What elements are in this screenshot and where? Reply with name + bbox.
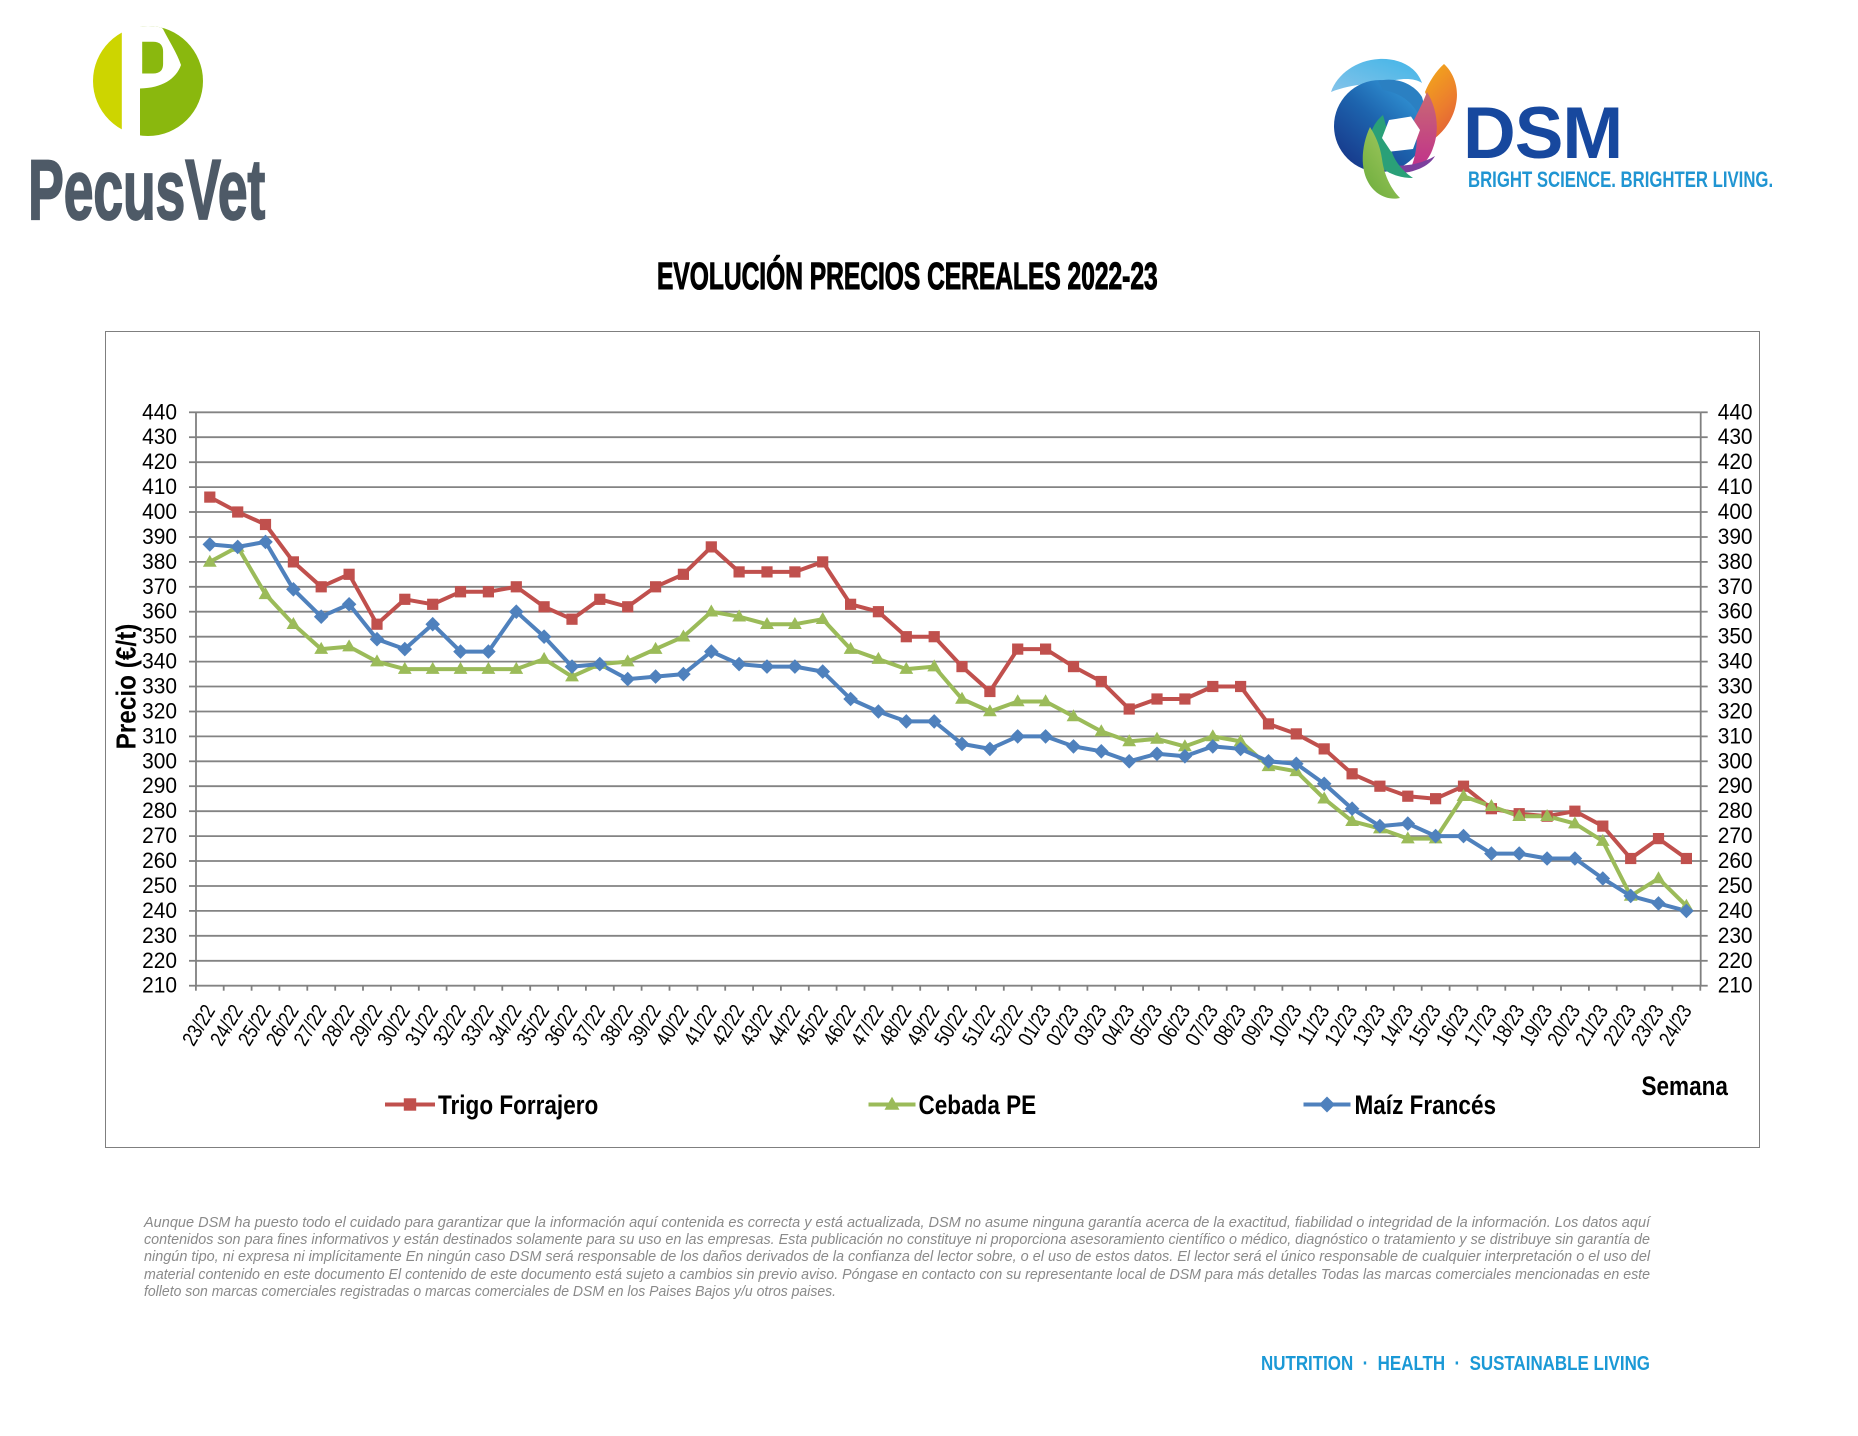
svg-text:230: 230 [142,923,177,948]
svg-text:400: 400 [1717,499,1752,524]
svg-text:360: 360 [1717,599,1752,624]
svg-text:420: 420 [142,449,177,474]
svg-text:Precio (€/t): Precio (€/t) [109,623,141,749]
svg-text:430: 430 [1717,424,1752,449]
svg-text:340: 340 [1717,649,1752,674]
svg-text:300: 300 [142,748,177,773]
svg-text:440: 440 [142,399,177,424]
svg-text:430: 430 [142,424,177,449]
svg-text:280: 280 [1717,798,1752,823]
svg-text:350: 350 [142,624,177,649]
svg-text:330: 330 [1717,674,1752,699]
svg-text:320: 320 [142,699,177,724]
svg-text:220: 220 [142,948,177,973]
svg-text:270: 270 [1717,823,1752,848]
svg-text:330: 330 [142,674,177,699]
svg-text:290: 290 [142,773,177,798]
svg-text:270: 270 [142,823,177,848]
svg-text:380: 380 [1717,549,1752,574]
svg-text:250: 250 [142,873,177,898]
svg-text:340: 340 [142,649,177,674]
svg-text:310: 310 [142,723,177,748]
svg-text:Trigo Forrajero: Trigo Forrajero [438,1090,598,1120]
svg-text:310: 310 [1717,723,1752,748]
svg-text:Maíz Francés: Maíz Francés [1354,1090,1496,1120]
svg-text:250: 250 [1717,873,1752,898]
svg-text:290: 290 [1717,773,1752,798]
svg-text:300: 300 [1717,748,1752,773]
svg-text:360: 360 [142,599,177,624]
svg-text:410: 410 [1717,474,1752,499]
svg-text:Semana: Semana [1641,1071,1728,1101]
svg-text:380: 380 [142,549,177,574]
svg-text:240: 240 [142,898,177,923]
svg-text:440: 440 [1717,399,1752,424]
svg-text:390: 390 [142,524,177,549]
svg-text:Cebada PE: Cebada PE [918,1090,1036,1120]
svg-text:390: 390 [1717,524,1752,549]
svg-text:400: 400 [142,499,177,524]
svg-text:420: 420 [1717,449,1752,474]
svg-text:260: 260 [142,848,177,873]
svg-text:230: 230 [1717,923,1752,948]
svg-text:260: 260 [1717,848,1752,873]
svg-text:370: 370 [142,574,177,599]
svg-text:280: 280 [142,798,177,823]
svg-text:320: 320 [1717,699,1752,724]
svg-text:240: 240 [1717,898,1752,923]
svg-text:210: 210 [1717,973,1752,998]
svg-text:210: 210 [142,973,177,998]
svg-text:220: 220 [1717,948,1752,973]
svg-text:410: 410 [142,474,177,499]
svg-text:370: 370 [1717,574,1752,599]
svg-text:350: 350 [1717,624,1752,649]
